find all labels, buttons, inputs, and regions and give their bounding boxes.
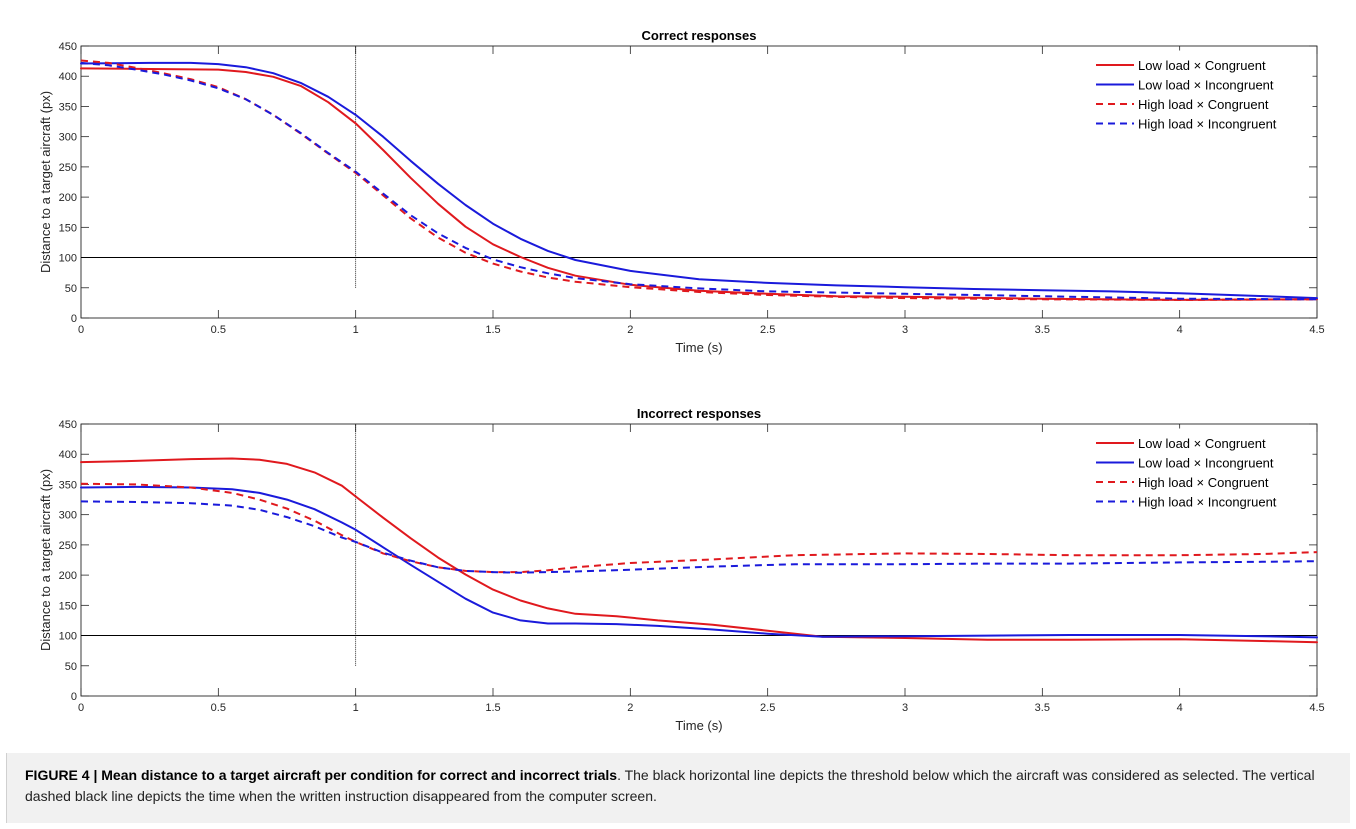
x-tick-label: 2.5 [760, 702, 775, 714]
y-tick-label: 100 [59, 631, 77, 643]
y-tick-label: 150 [59, 222, 77, 234]
y-tick-label: 350 [59, 479, 77, 491]
x-tick-label: 2.5 [760, 324, 775, 336]
y-tick-label: 100 [59, 253, 77, 265]
legend-label-high-load-incongruent: High load × Incongruent [1138, 495, 1277, 510]
y-tick-label: 0 [71, 313, 77, 325]
y-tick-label: 400 [59, 449, 77, 461]
x-tick-label: 2 [627, 324, 633, 336]
y-tick-label: 150 [59, 600, 77, 612]
legend: Low load × Congruent Low load × Incongrue… [1088, 429, 1312, 516]
y-tick-label: 350 [59, 101, 77, 113]
legend-label-low-load-congruent: Low load × Congruent [1138, 58, 1266, 73]
x-axis-label: Time (s) [675, 340, 722, 355]
legend-label-high-load-congruent: High load × Congruent [1138, 97, 1269, 112]
y-tick-label: 200 [59, 570, 77, 582]
chart-incorrect-responses: 0 0.5 1 1.5 2 2.5 3 3.5 4 4.5 0 50 100 150 200 250 300 35… [38, 406, 1325, 733]
y-tick-label: 300 [59, 132, 77, 144]
y-tick-label: 50 [65, 661, 77, 673]
x-tick-label: 3 [902, 702, 908, 714]
legend: Low load × Congruent Low load × Incongrue… [1088, 51, 1312, 138]
x-tick-label: 3 [902, 324, 908, 336]
x-tick-label: 0.5 [211, 324, 226, 336]
x-tick-label: 4.5 [1309, 702, 1324, 714]
x-tick-label: 4 [1177, 702, 1183, 714]
legend-label-high-load-congruent: High load × Congruent [1138, 475, 1269, 490]
x-tick-label: 0.5 [211, 702, 226, 714]
y-tick-label: 200 [59, 192, 77, 204]
y-tick-label: 400 [59, 71, 77, 83]
x-tick-label: 4 [1177, 324, 1183, 336]
x-tick-label: 3.5 [1035, 702, 1050, 714]
y-tick-label: 250 [59, 540, 77, 552]
x-axis-label: Time (s) [675, 718, 722, 733]
x-tick-label: 1 [353, 702, 359, 714]
chart-correct-responses: 0 0.5 1 1.5 2 2.5 3 3.5 4 4.5 0 50 100 150 200 250 300 35… [38, 28, 1325, 355]
legend-label-low-load-incongruent: Low load × Incongruent [1138, 78, 1274, 93]
x-tick-label: 1 [353, 324, 359, 336]
y-tick-label: 450 [59, 419, 77, 431]
legend-label-low-load-incongruent: Low load × Incongruent [1138, 456, 1274, 471]
x-tick-label: 1.5 [485, 324, 500, 336]
y-tick-label: 50 [65, 283, 77, 295]
y-tick-label: 250 [59, 162, 77, 174]
legend-label-low-load-congruent: Low load × Congruent [1138, 436, 1266, 451]
legend-label-high-load-incongruent: High load × Incongruent [1138, 117, 1277, 132]
x-tick-label: 4.5 [1309, 324, 1324, 336]
x-tick-label: 0 [78, 702, 84, 714]
x-tick-label: 2 [627, 702, 633, 714]
x-tick-label: 3.5 [1035, 324, 1050, 336]
y-axis-label: Distance to a target aircraft (px) [38, 91, 53, 273]
y-tick-label: 450 [59, 41, 77, 53]
caption-title: FIGURE 4 | Mean distance to a target air… [25, 767, 617, 783]
x-tick-label: 1.5 [485, 702, 500, 714]
y-tick-label: 0 [71, 691, 77, 703]
y-axis-label: Distance to a target aircraft (px) [38, 469, 53, 651]
chart-title: Incorrect responses [637, 406, 761, 421]
chart-title: Correct responses [642, 28, 757, 43]
y-tick-label: 300 [59, 510, 77, 522]
figure-caption: FIGURE 4 | Mean distance to a target air… [6, 753, 1350, 823]
x-tick-label: 0 [78, 324, 84, 336]
